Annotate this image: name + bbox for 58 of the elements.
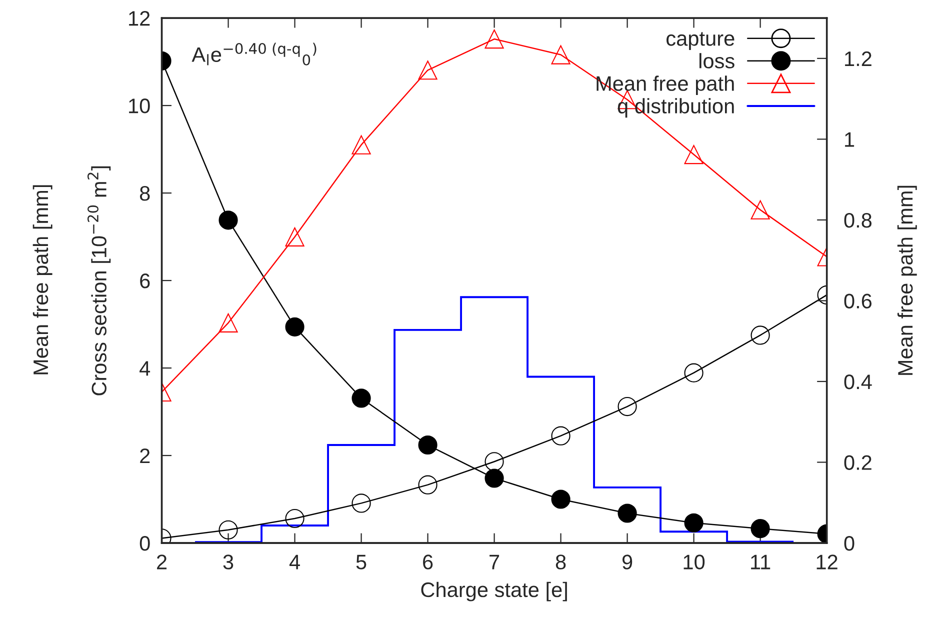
point <box>484 29 504 49</box>
point <box>418 475 438 494</box>
point <box>352 388 371 408</box>
y2-axis-title: Mean free path [mm] <box>897 186 917 375</box>
point <box>285 317 304 336</box>
legend-label: loss <box>699 53 734 68</box>
point <box>352 494 371 513</box>
annotation: A$_{l}$e$^{−0.40 (q-q}$$_{0}$$^{)}$ <box>192 42 316 66</box>
y2-tick-label: 0.2 <box>844 455 872 470</box>
point <box>750 326 770 345</box>
x-tick-label: 4 <box>289 554 300 570</box>
point <box>285 227 304 246</box>
point <box>352 135 371 154</box>
x-tick-label: 3 <box>223 554 234 570</box>
x-tick-label: 8 <box>556 554 566 570</box>
text: Mean free path [mm] <box>32 185 52 374</box>
point <box>484 452 504 472</box>
y-tick-label: 10 <box>129 98 150 114</box>
y-tick-label: 8 <box>140 186 150 201</box>
x-tick-label: 10 <box>684 554 705 570</box>
point <box>285 508 304 528</box>
y2-tick-label: 0 <box>844 536 854 551</box>
y-tick-label: 2 <box>140 448 150 464</box>
y2-tick-label: 1 <box>845 132 854 147</box>
point <box>684 513 704 532</box>
point <box>618 504 637 523</box>
point <box>418 60 438 80</box>
y-tick-label: 0 <box>140 536 150 551</box>
legend-label: capture <box>666 32 734 50</box>
x-tick-label: 6 <box>423 554 433 570</box>
x-tick-label: 5 <box>356 554 366 570</box>
point <box>218 520 238 540</box>
point <box>551 426 570 446</box>
point <box>684 363 704 382</box>
point <box>750 200 770 220</box>
x-axis-title: Charge state [e] <box>421 582 567 602</box>
x-tick-label: 2 <box>157 554 167 570</box>
y2-tick-label: 0.6 <box>844 294 872 308</box>
point <box>750 519 770 538</box>
point <box>684 144 704 164</box>
point <box>551 45 570 64</box>
y2-tick-label: 0.4 <box>844 374 872 390</box>
point <box>218 313 238 332</box>
y2-tick-label: 0.8 <box>844 212 872 228</box>
y-tick-label: 4 <box>140 361 150 376</box>
x-tick-label: 12 <box>816 554 838 570</box>
x-tick-label: 9 <box>622 554 632 570</box>
point <box>551 490 570 509</box>
y-axis-title: Cross section [10$^{−20}$ m$^{2}$] <box>87 166 111 396</box>
point <box>618 396 637 416</box>
x-tick-label: 11 <box>751 554 770 570</box>
y2-tick-label: 1.2 <box>845 51 872 66</box>
point <box>418 435 438 455</box>
x-tick-label: 7 <box>490 554 500 570</box>
point <box>218 210 238 230</box>
point <box>484 468 504 488</box>
y-tick-label: 6 <box>140 274 150 288</box>
y-tick-label: 12 <box>129 11 150 26</box>
